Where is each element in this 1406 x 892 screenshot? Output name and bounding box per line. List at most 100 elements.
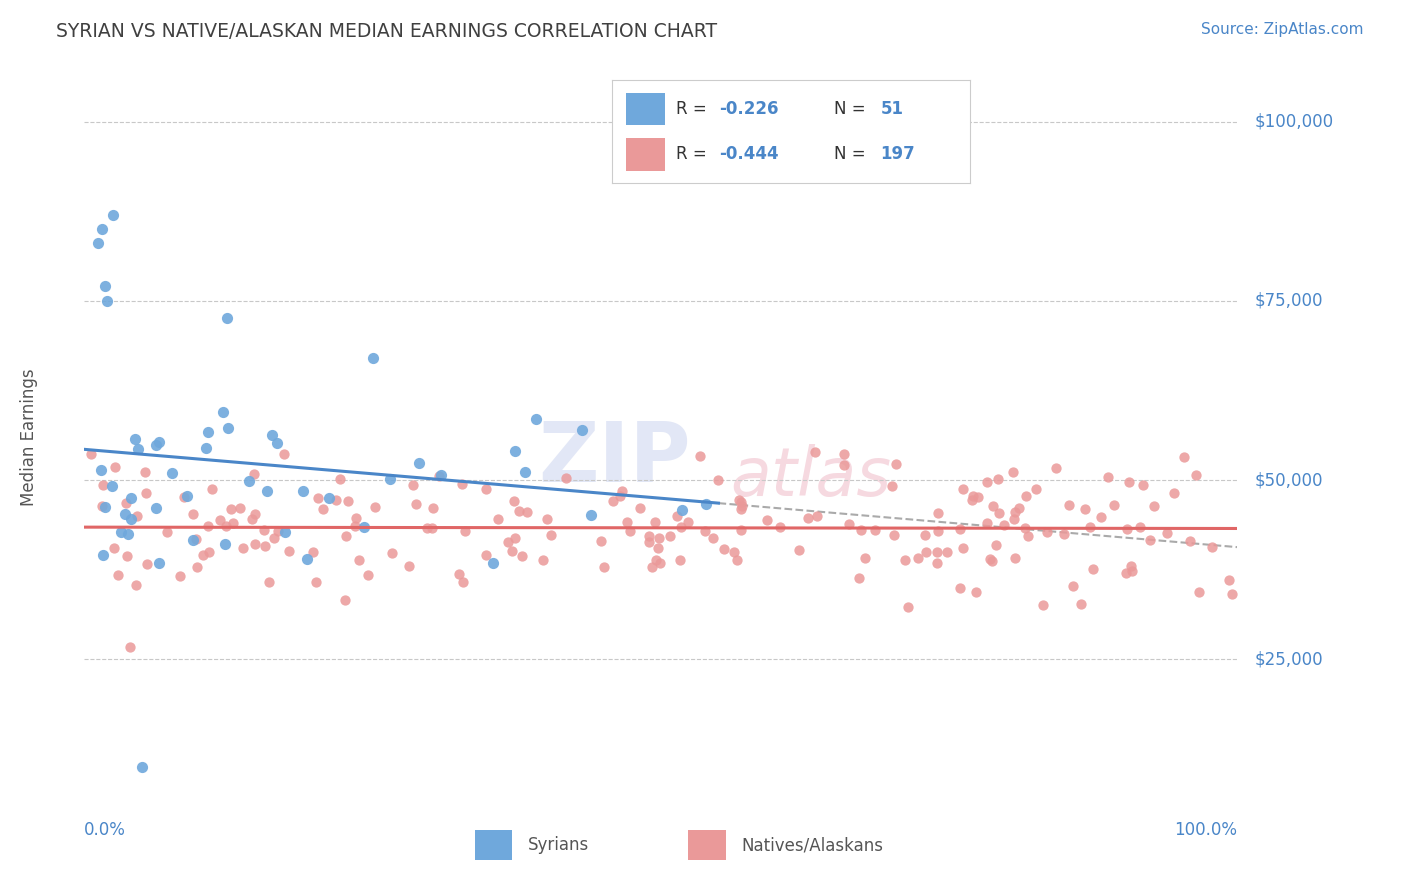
Point xyxy=(915,545,938,559)
Point xyxy=(301,545,323,559)
Point xyxy=(127,442,149,457)
Point xyxy=(427,468,450,483)
Point xyxy=(787,542,810,557)
Point xyxy=(110,525,132,540)
Point xyxy=(215,311,238,326)
Point xyxy=(173,491,195,505)
Point xyxy=(347,553,370,567)
Text: Natives/Alaskans: Natives/Alaskans xyxy=(742,836,884,855)
Point xyxy=(540,528,562,542)
Point xyxy=(1121,558,1143,573)
Point xyxy=(1173,450,1195,464)
Point xyxy=(1007,500,1029,515)
Point xyxy=(217,421,239,435)
Point xyxy=(981,554,1004,568)
Point xyxy=(115,549,138,563)
Point xyxy=(343,519,366,533)
Point xyxy=(1004,550,1026,565)
Point xyxy=(1017,529,1039,543)
Text: N =: N = xyxy=(834,100,870,118)
Point xyxy=(993,518,1015,533)
Point xyxy=(200,482,222,496)
Point xyxy=(335,593,357,607)
Point xyxy=(197,425,219,440)
Point xyxy=(114,495,136,509)
Point xyxy=(90,463,112,477)
Point xyxy=(949,522,972,536)
Point xyxy=(658,529,681,543)
Point xyxy=(267,524,290,538)
Point xyxy=(1143,500,1166,514)
Point xyxy=(329,472,352,486)
Point xyxy=(91,548,114,562)
Point xyxy=(806,509,828,524)
Point xyxy=(935,544,957,558)
Point xyxy=(361,351,384,366)
Point xyxy=(103,208,124,222)
Point xyxy=(1185,468,1208,483)
Point xyxy=(481,556,503,570)
Point xyxy=(637,529,659,543)
Point xyxy=(638,534,661,549)
Point xyxy=(730,502,752,516)
Point xyxy=(863,523,886,537)
Point xyxy=(353,520,375,534)
Text: 100.0%: 100.0% xyxy=(1174,821,1237,838)
Point xyxy=(274,524,297,539)
Point xyxy=(131,760,153,774)
Point xyxy=(107,568,129,582)
Point xyxy=(501,543,523,558)
Text: 0.0%: 0.0% xyxy=(84,821,127,838)
Point xyxy=(647,541,669,555)
Point xyxy=(90,222,112,236)
Point xyxy=(91,478,114,492)
Point xyxy=(510,549,533,564)
Text: R =: R = xyxy=(676,100,713,118)
Point xyxy=(1121,564,1143,578)
Point xyxy=(245,537,267,551)
Point xyxy=(1118,475,1140,489)
Text: -0.444: -0.444 xyxy=(720,145,779,163)
Point xyxy=(176,489,198,503)
Point xyxy=(671,502,693,516)
Text: -0.226: -0.226 xyxy=(720,100,779,118)
Point xyxy=(730,523,752,537)
Point xyxy=(124,432,146,446)
Point xyxy=(851,524,873,538)
Point xyxy=(194,441,217,455)
Text: $75,000: $75,000 xyxy=(1254,292,1323,310)
Bar xyxy=(689,830,725,860)
Point xyxy=(169,568,191,582)
Point xyxy=(1057,498,1080,512)
Point xyxy=(516,505,538,519)
Point xyxy=(198,544,221,558)
Point xyxy=(1025,482,1047,496)
Point xyxy=(422,500,444,515)
Point xyxy=(238,474,260,488)
Point xyxy=(1070,597,1092,611)
Point xyxy=(263,531,285,545)
Text: ZIP: ZIP xyxy=(538,418,690,500)
Point xyxy=(104,460,127,475)
Point xyxy=(118,640,141,654)
Point xyxy=(976,475,998,490)
Point xyxy=(87,236,110,251)
Point xyxy=(531,553,554,567)
Point xyxy=(1015,489,1038,503)
Point xyxy=(1083,562,1105,576)
Point xyxy=(212,405,235,419)
Point xyxy=(723,545,745,559)
Point xyxy=(381,546,404,560)
Point xyxy=(451,575,474,590)
Point xyxy=(1053,527,1076,541)
Point xyxy=(229,500,252,515)
Point xyxy=(429,467,451,482)
Point xyxy=(644,515,666,529)
Point xyxy=(984,538,1007,552)
Point xyxy=(1004,505,1026,519)
Point xyxy=(148,435,170,450)
Point xyxy=(197,518,219,533)
Point xyxy=(976,516,998,530)
Bar xyxy=(475,830,512,860)
Text: 51: 51 xyxy=(880,100,904,118)
